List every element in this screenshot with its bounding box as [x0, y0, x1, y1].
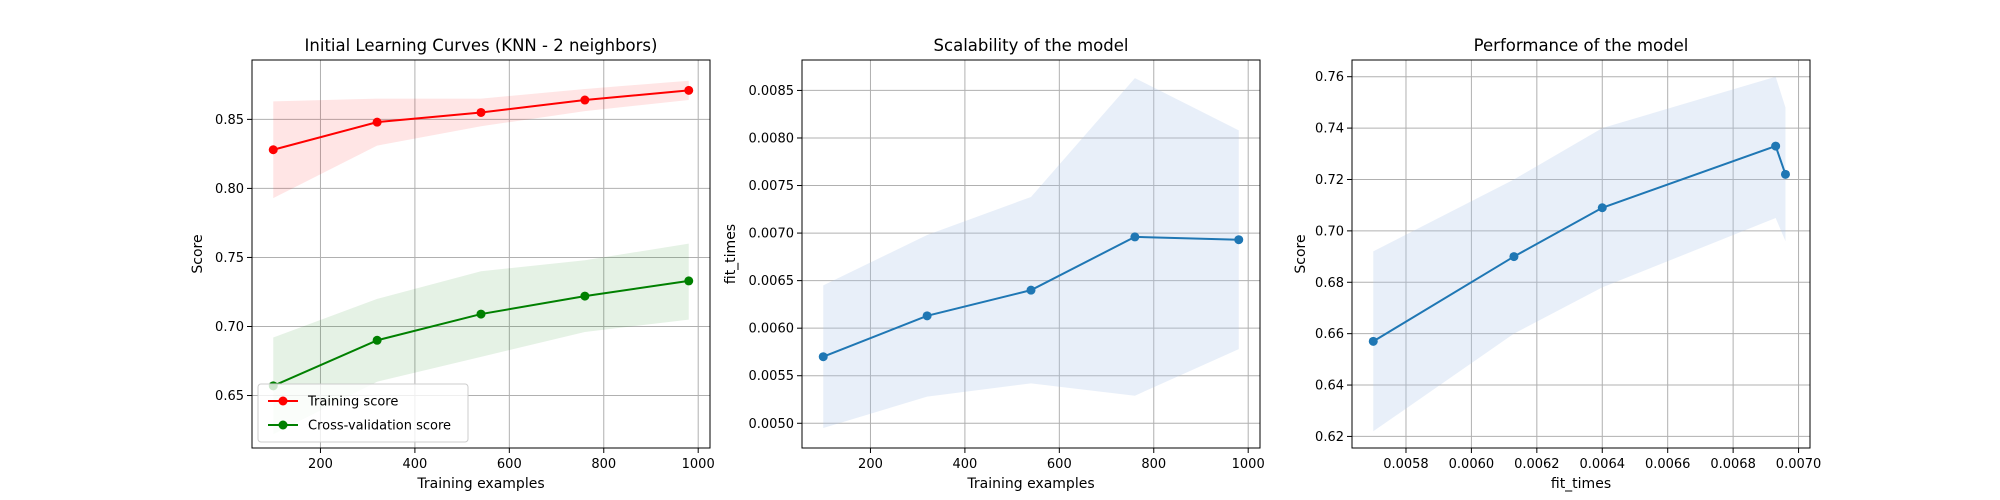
data-point — [476, 107, 486, 117]
data-point — [684, 85, 694, 95]
data-point — [684, 276, 694, 286]
x-tick-label: 800 — [1141, 457, 1166, 472]
y-axis-label: Score — [190, 234, 206, 273]
x-tick-label: 0.0062 — [1514, 457, 1560, 472]
y-axis-label: fit_times — [723, 224, 739, 284]
subplot-3: 0.0058 0.0060 0.0062 0.0064 0.0066 0.0068 0.00… — [1293, 36, 1821, 492]
x-tick-label: 1000 — [682, 457, 715, 472]
data-point — [922, 311, 932, 321]
confidence-band-1 — [823, 78, 1239, 429]
x-tick-label: 800 — [591, 457, 616, 472]
legend-entry-1: Training score — [307, 395, 398, 410]
y-tick-label: 0.0085 — [749, 84, 795, 99]
data-point — [1130, 232, 1140, 242]
y-tick-label: 0.68 — [1315, 276, 1344, 291]
y-tick-label: 0.0050 — [749, 417, 795, 432]
y-tick-label: 0.64 — [1315, 379, 1344, 394]
legend-entry-2: Cross-validation score — [308, 419, 451, 434]
y-tick-label: 0.0070 — [749, 227, 795, 242]
data-point — [1597, 203, 1607, 213]
confidence-band-2 — [273, 243, 689, 435]
y-tick-label: 0.70 — [215, 320, 244, 335]
y-tick-label: 0.70 — [1315, 224, 1344, 239]
data-point — [1780, 169, 1790, 179]
x-axis-label: Training examples — [966, 476, 1094, 492]
x-tick-label: 200 — [858, 457, 883, 472]
x-tick-label: 0.0064 — [1580, 457, 1626, 472]
x-tick-label: 400 — [402, 457, 427, 472]
confidence-band-1 — [273, 80, 689, 199]
y-axis-label: Score — [1293, 234, 1309, 273]
y-tick-label: 0.76 — [1315, 70, 1344, 85]
legend-box — [257, 383, 469, 443]
chart-title: Initial Learning Curves (KNN - 2 neighbo… — [305, 36, 658, 55]
x-tick-label: 600 — [497, 457, 522, 472]
y-tick-label: 0.66 — [1315, 327, 1344, 342]
data-point — [268, 145, 278, 155]
x-tick-label: 0.0066 — [1645, 457, 1691, 472]
y-tick-label: 0.0065 — [749, 274, 795, 289]
data-point — [1368, 336, 1378, 346]
x-tick-label: 600 — [1047, 457, 1072, 472]
x-axis-label: Training examples — [416, 476, 544, 492]
y-tick-label: 0.62 — [1315, 430, 1344, 445]
subplot-1: 200 400 600 800 1000 0.65 0.70 0.75 0.80 0.85 Init… — [190, 36, 715, 492]
data-point — [580, 291, 590, 301]
data-point — [476, 309, 486, 319]
axes-frame — [251, 59, 711, 449]
x-tick-label: 0.0058 — [1383, 457, 1429, 472]
x-tick-label: 400 — [952, 457, 977, 472]
x-tick-label: 0.0060 — [1449, 457, 1495, 472]
x-tick-label: 1000 — [1232, 457, 1265, 472]
x-tick-label: 200 — [308, 457, 333, 472]
x-axis-label: fit_times — [1551, 476, 1611, 492]
legend: Training score Cross-validation score — [257, 383, 469, 443]
y-tick-label: 0.0080 — [749, 131, 795, 146]
chart-title: Performance of the model — [1474, 36, 1689, 55]
data-point — [818, 352, 828, 362]
data-point — [1771, 141, 1781, 151]
confidence-band-1 — [1373, 76, 1786, 432]
data-point — [372, 117, 382, 127]
y-tick-label: 0.72 — [1315, 173, 1344, 188]
y-tick-label: 0.0075 — [749, 179, 795, 194]
data-point — [1026, 285, 1036, 295]
x-tick-label: 0.0070 — [1776, 457, 1822, 472]
data-point — [372, 335, 382, 345]
axes-frame — [801, 59, 1261, 449]
y-tick-label: 0.80 — [215, 182, 244, 197]
y-tick-label: 0.0055 — [749, 369, 795, 384]
data-point — [1509, 252, 1519, 262]
data-point — [1234, 235, 1244, 245]
y-tick-label: 0.65 — [215, 389, 244, 404]
y-tick-label: 0.85 — [215, 113, 244, 128]
chart-title: Scalability of the model — [934, 36, 1129, 55]
y-tick-label: 0.75 — [215, 251, 244, 266]
y-tick-label: 0.0060 — [749, 322, 795, 337]
legend-marker-1 — [278, 396, 288, 406]
x-tick-label: 0.0068 — [1710, 457, 1756, 472]
y-tick-label: 0.74 — [1315, 122, 1344, 137]
subplot-2: 200 400 600 800 1000 0.0050 0.0055 0.0060 0.0065… — [723, 36, 1265, 492]
data-point — [580, 95, 590, 105]
legend-marker-2 — [278, 420, 288, 430]
axes-frame — [1351, 59, 1811, 449]
